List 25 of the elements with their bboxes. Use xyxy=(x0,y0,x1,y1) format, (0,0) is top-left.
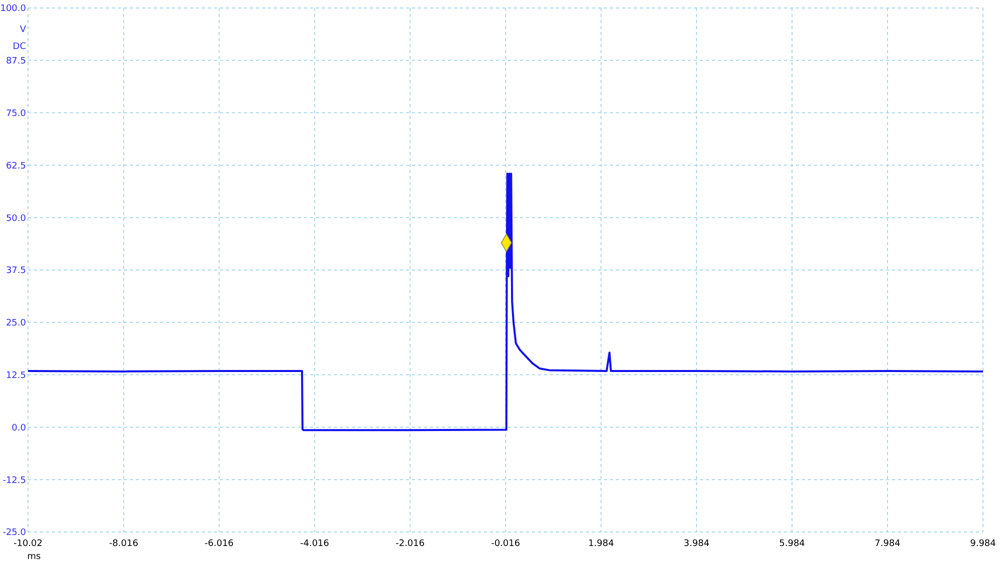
x-tick-label: -8.016 xyxy=(109,539,138,549)
x-tick-label: -4.016 xyxy=(300,539,330,549)
y-tick-label: 50.0 xyxy=(6,214,26,224)
y-tick-label: 25.0 xyxy=(6,318,26,329)
y-tick-label: -25.0 xyxy=(2,528,26,538)
y-tick-label: 75.0 xyxy=(6,108,26,119)
y-tick-label: 0.0 xyxy=(12,423,26,434)
x-tick-label: 5.984 xyxy=(779,539,806,549)
x-axis-title: ms xyxy=(27,552,42,562)
x-tick-label: 7.984 xyxy=(874,539,901,549)
y-tick-label: -12.5 xyxy=(2,476,26,486)
x-tick-label: 3.984 xyxy=(684,539,710,549)
y-tick-label: 87.5 xyxy=(6,56,26,67)
x-tick-label: 1.984 xyxy=(588,539,614,549)
x-tick-label: -6.016 xyxy=(204,539,234,549)
x-tick-label: 9.984 xyxy=(970,539,996,549)
y-tick-label: 62.5 xyxy=(6,161,26,172)
y-tick-label: 12.5 xyxy=(6,370,26,381)
line-series xyxy=(27,172,984,432)
y-tick-label: 37.5 xyxy=(6,266,26,276)
x-tick-label: -2.016 xyxy=(396,539,425,549)
x-tick-label: -10.02 xyxy=(13,539,43,549)
y-axis-title: V DC xyxy=(12,25,27,52)
y-tick-label: 100.0 xyxy=(0,4,26,14)
x-tick-label: -0.016 xyxy=(491,539,520,549)
